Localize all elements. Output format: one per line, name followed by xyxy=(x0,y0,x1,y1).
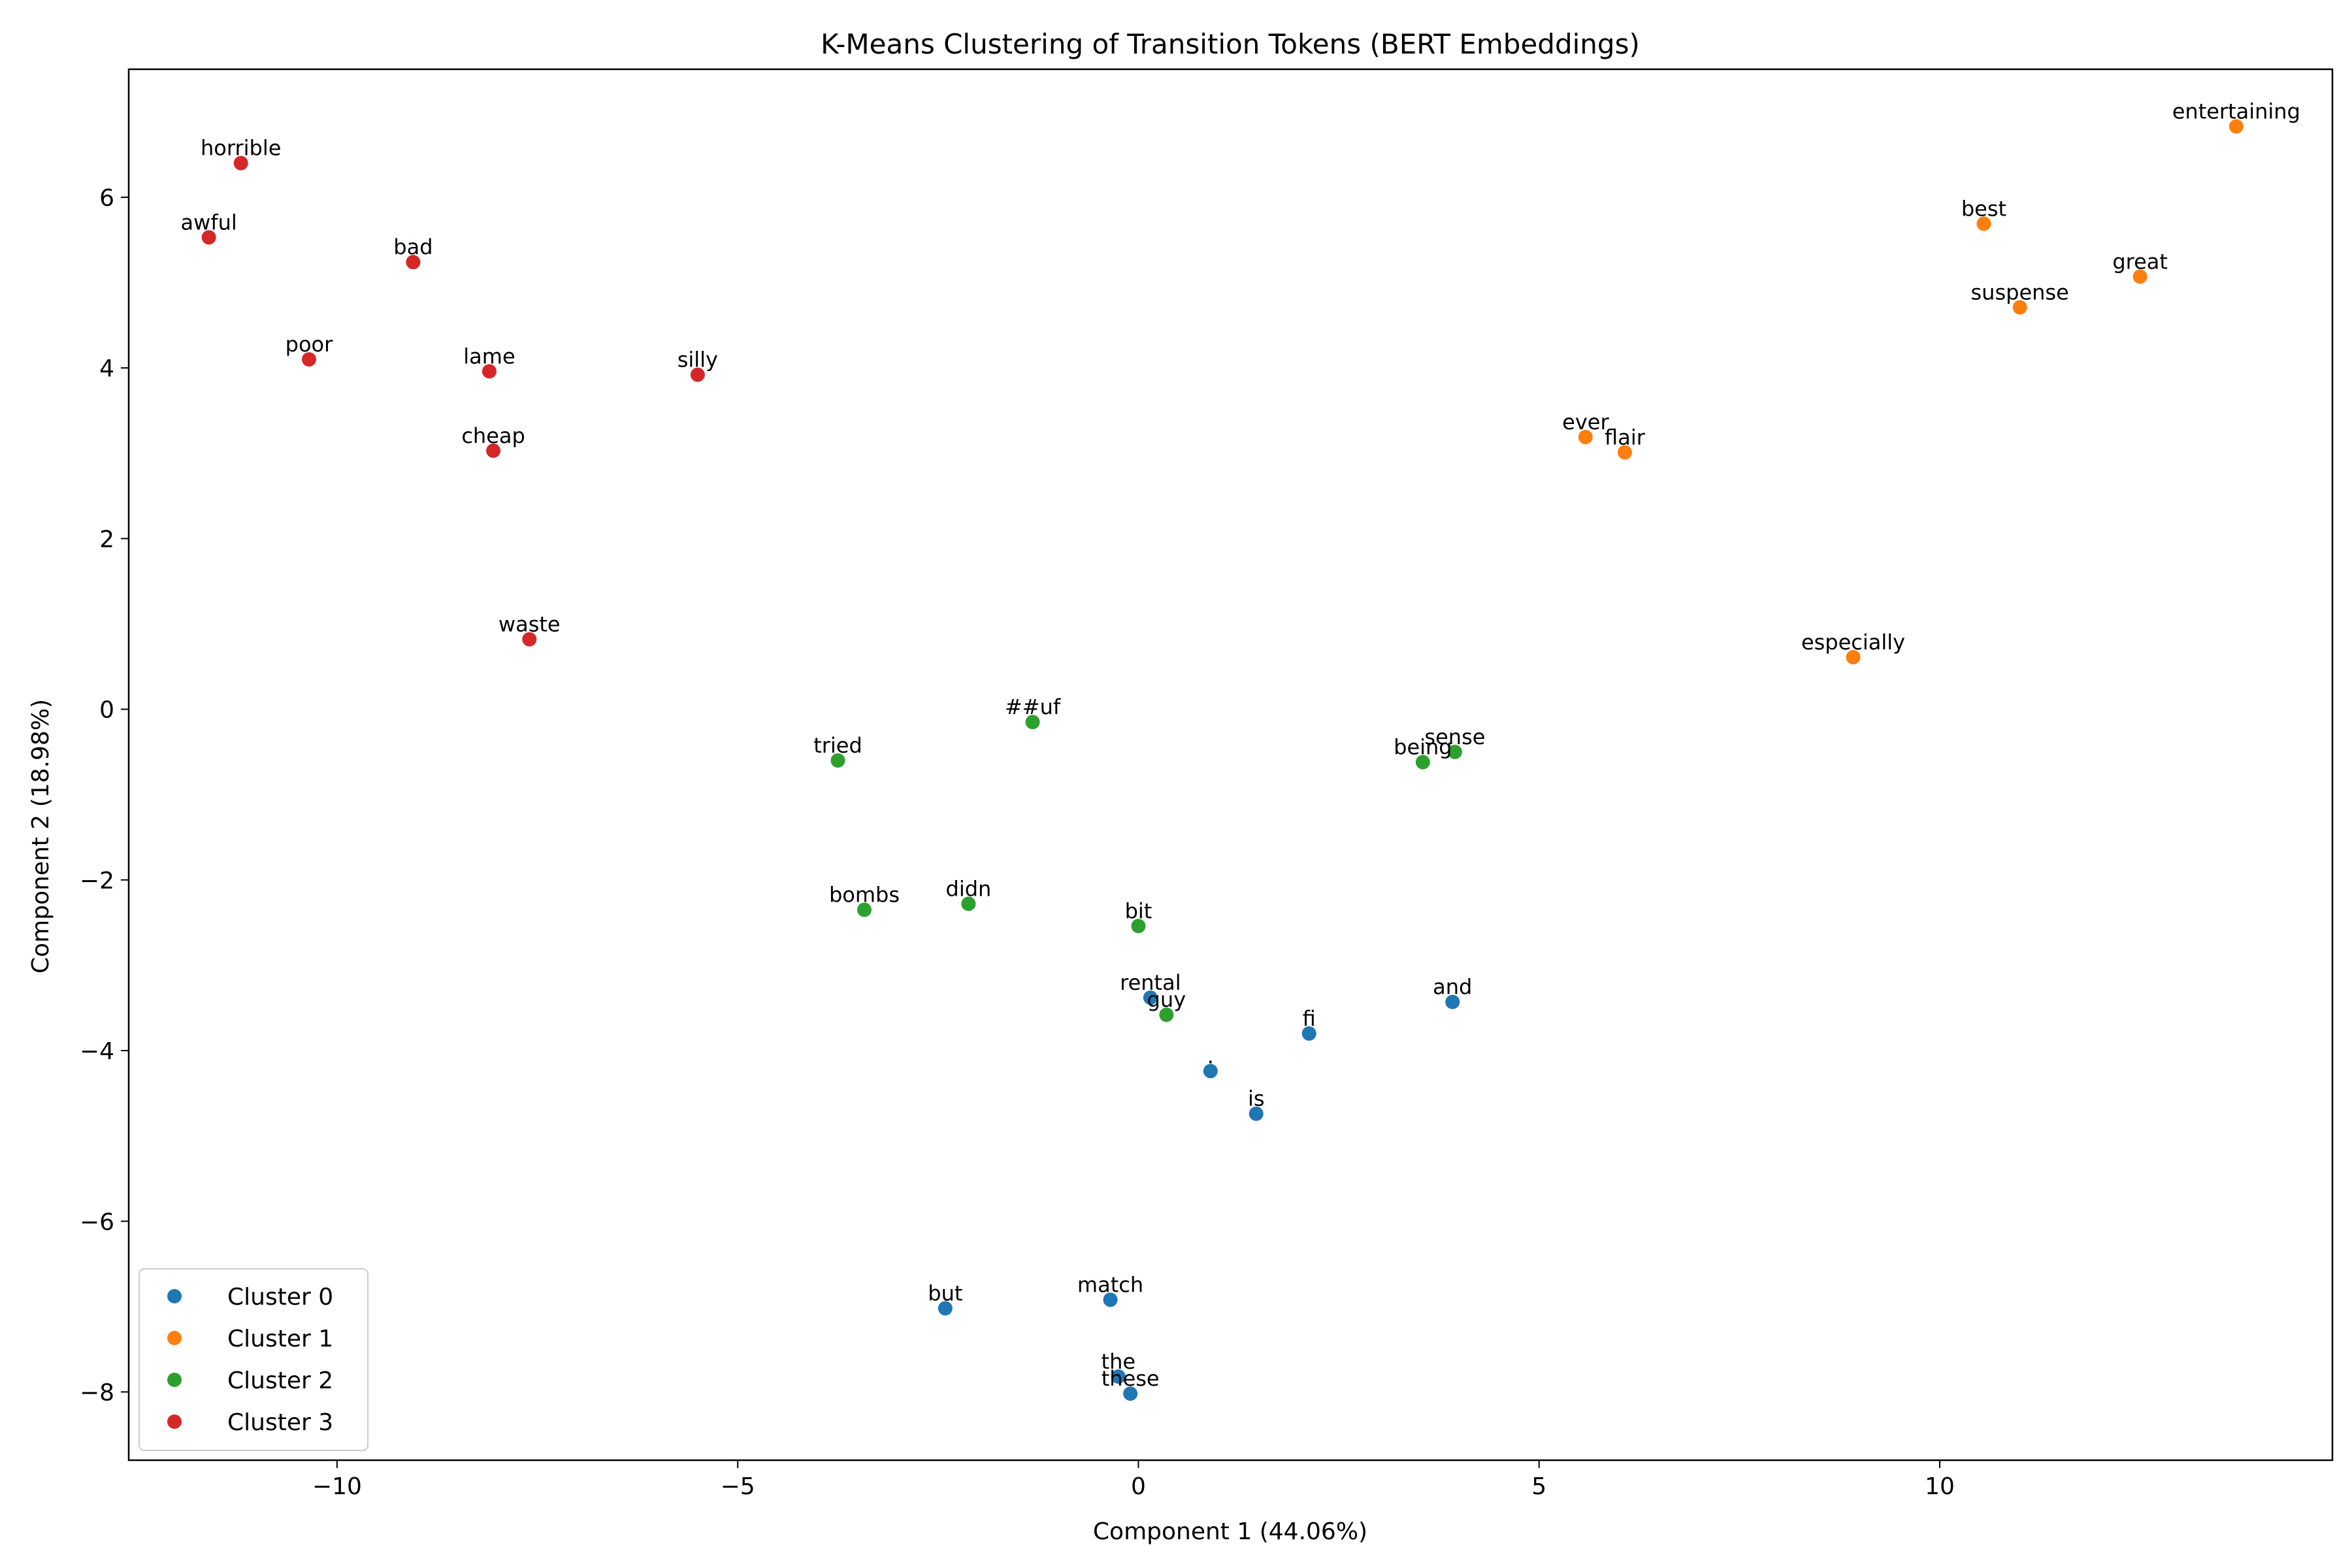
legend-marker xyxy=(167,1414,182,1429)
x-tick-label: 5 xyxy=(1531,1473,1546,1500)
point-label: bombs xyxy=(829,883,900,907)
point-label: these xyxy=(1102,1366,1160,1391)
point-label: ever xyxy=(1562,410,1609,434)
data-point xyxy=(1123,1386,1138,1401)
axes-frame xyxy=(127,68,2334,1462)
legend-box xyxy=(139,1268,368,1451)
data-point xyxy=(1025,715,1040,730)
point-label: best xyxy=(1961,196,2006,221)
point-label: awful xyxy=(181,210,237,235)
data-point xyxy=(1617,445,1632,460)
y-tick-label: 4 xyxy=(99,355,114,382)
data-point xyxy=(482,364,497,379)
data-point xyxy=(1415,755,1430,770)
point-label: entertaining xyxy=(2172,99,2300,124)
legend-label: Cluster 3 xyxy=(227,1409,333,1436)
point-label: but xyxy=(928,1281,962,1306)
data-point xyxy=(233,155,248,171)
data-point xyxy=(690,367,705,382)
legend: Cluster 0 Cluster 1 Cluster 2 Cluster 3 xyxy=(139,1268,368,1451)
data-point xyxy=(406,255,421,270)
point-label: ##uf xyxy=(1005,694,1061,719)
data-point xyxy=(1111,1369,1126,1384)
point-label: being xyxy=(1394,735,1452,760)
point-label: lame xyxy=(463,344,515,368)
y-axis-label: Component 2 (18.98%) xyxy=(27,699,54,973)
data-point xyxy=(2132,269,2148,284)
data-point xyxy=(1445,994,1460,1009)
data-point xyxy=(1159,1007,1174,1022)
point-label: bad xyxy=(393,235,433,259)
point-label: horrible xyxy=(201,136,281,161)
data-point xyxy=(1103,1292,1118,1307)
x-tick-label: 10 xyxy=(1925,1473,1955,1500)
legend-marker xyxy=(167,1331,182,1345)
y-tick-label: −6 xyxy=(80,1209,114,1235)
point-label: suspense xyxy=(1971,280,2069,304)
x-tick-label: −10 xyxy=(312,1473,362,1500)
legend-label: Cluster 1 xyxy=(227,1326,333,1352)
point-label: the xyxy=(1102,1349,1136,1374)
point-label: guy xyxy=(1147,987,1186,1012)
y-tick-label: −2 xyxy=(80,868,114,894)
data-point xyxy=(1301,1026,1316,1041)
point-label: bit xyxy=(1125,898,1152,923)
point-label: waste xyxy=(498,612,561,636)
point-label: especially xyxy=(1801,630,1905,655)
data-point xyxy=(1578,429,1593,444)
point-label: silly xyxy=(678,348,718,372)
axis-ticks: −10 −5 0 5 10 −8 −6 −4 −2 0 2 4 6 xyxy=(80,185,1955,1500)
data-point xyxy=(522,632,537,647)
point-label: poor xyxy=(286,332,333,357)
data-point xyxy=(1249,1106,1264,1121)
x-tick-label: 0 xyxy=(1131,1473,1146,1500)
y-tick-label: 0 xyxy=(99,697,114,724)
point-label: tried xyxy=(813,733,862,758)
data-point xyxy=(857,902,872,917)
data-point xyxy=(1203,1064,1218,1079)
data-point xyxy=(1131,919,1146,934)
legend-label: Cluster 2 xyxy=(227,1367,333,1394)
x-axis-label: Component 1 (44.06%) xyxy=(1093,1518,1367,1545)
data-point xyxy=(486,443,501,458)
point-label: cheap xyxy=(461,423,525,448)
point-label: match xyxy=(1077,1272,1143,1297)
y-tick-label: −8 xyxy=(80,1380,114,1407)
data-point xyxy=(961,896,976,911)
data-point xyxy=(1976,216,1991,231)
data-point xyxy=(1846,649,1861,664)
x-tick-label: −5 xyxy=(721,1473,755,1500)
legend-marker xyxy=(167,1289,182,1303)
y-tick-label: −4 xyxy=(80,1038,114,1065)
point-label: fi xyxy=(1303,1006,1316,1031)
point-label: sense xyxy=(1424,725,1485,749)
legend-marker xyxy=(167,1373,182,1387)
point-label: didn xyxy=(946,876,992,901)
y-tick-label: 6 xyxy=(99,185,114,212)
data-point xyxy=(2012,300,2027,315)
data-point xyxy=(1447,744,1462,759)
legend-label: Cluster 0 xyxy=(227,1284,333,1311)
data-point xyxy=(830,753,845,768)
point-label: great xyxy=(2112,249,2168,274)
data-point xyxy=(301,352,316,367)
point-label: rental xyxy=(1120,970,1181,995)
chart-title: K-Means Clustering of Transition Tokens … xyxy=(821,28,1640,60)
point-label: and xyxy=(1433,975,1472,1000)
data-point xyxy=(2229,119,2244,134)
data-point xyxy=(938,1301,953,1316)
y-tick-label: 2 xyxy=(99,526,114,553)
data-point xyxy=(1143,990,1158,1005)
point-label: . xyxy=(1207,1043,1214,1068)
point-label: flair xyxy=(1605,425,1646,449)
point-label: is xyxy=(1248,1086,1265,1111)
data-point xyxy=(201,230,216,245)
